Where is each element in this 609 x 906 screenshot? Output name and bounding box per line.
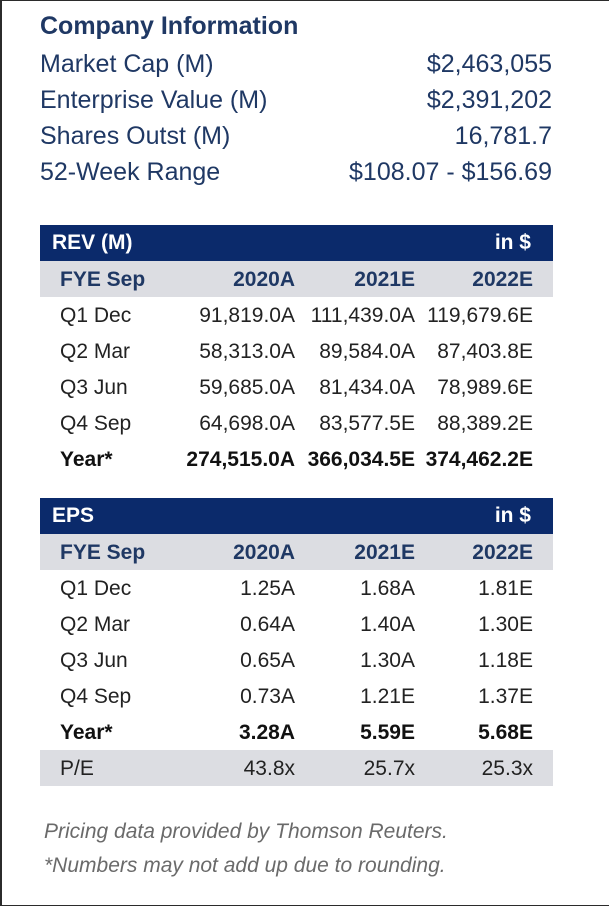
eps-table-unit: in $	[494, 504, 531, 527]
column-header: FYE Sep	[60, 268, 146, 291]
column-header: 2022E	[472, 541, 533, 564]
table-cell: 5.68E	[478, 721, 533, 744]
table-cell: 1.30A	[360, 649, 415, 672]
table-cell: 43.8x	[243, 757, 295, 780]
table-cell: 1.25A	[240, 577, 295, 600]
table-cell: 81,434.0A	[319, 376, 415, 399]
table-cell: 25.7x	[363, 757, 415, 780]
row-label: Q1 Dec	[60, 304, 132, 327]
table-row: Q4 Sep 64,698.0A 83,577.5E 88,389.2E	[40, 405, 553, 441]
table-row: Q1 Dec 91,819.0A 111,439.0A 119,679.6E	[40, 297, 553, 333]
info-row-market-cap: Market Cap (M) $2,463,055	[40, 50, 552, 86]
table-cell: 111,439.0A	[310, 304, 415, 327]
table-cell: 83,577.5E	[319, 412, 415, 435]
table-cell: 119,679.6E	[427, 304, 533, 327]
table-cell: 78,989.6E	[437, 376, 533, 399]
row-label: Q4 Sep	[60, 685, 132, 708]
table-cell: 91,819.0A	[199, 304, 295, 327]
table-cell: 87,403.8E	[437, 340, 533, 363]
table-row: Q1 Dec 1.25A 1.68A 1.81E	[40, 570, 553, 606]
column-header: 2021E	[354, 541, 415, 564]
table-row: Q4 Sep 0.73A 1.21E 1.37E	[40, 678, 553, 714]
table-row-year-total: Year* 274,515.0A 366,034.5E 374,462.2E	[40, 441, 553, 477]
footnote-rounding: *Numbers may not add up due to rounding.	[44, 854, 446, 877]
table-row-pe-ratio: P/E 43.8x 25.7x 25.3x	[40, 750, 553, 786]
row-label: Q3 Jun	[60, 649, 128, 672]
column-header: 2021E	[354, 268, 415, 291]
column-header: 2020A	[233, 541, 295, 564]
table-cell: 274,515.0A	[186, 448, 295, 471]
table-cell: 88,389.2E	[437, 412, 533, 435]
info-row-shares-outstanding: Shares Outst (M) 16,781.7	[40, 122, 552, 158]
info-value: $2,391,202	[426, 86, 552, 114]
table-cell: 5.59E	[360, 721, 415, 744]
row-label: Q2 Mar	[60, 340, 131, 363]
table-cell: 58,313.0A	[199, 340, 295, 363]
info-value: 16,781.7	[454, 122, 552, 150]
revenue-table-header: REV (M) in $	[40, 225, 553, 261]
table-cell: 25.3x	[481, 757, 533, 780]
revenue-table-title: REV (M)	[52, 231, 133, 254]
info-label: Enterprise Value (M)	[40, 86, 268, 114]
row-label: Year*	[60, 721, 113, 744]
table-cell: 1.40A	[360, 613, 415, 636]
row-label: Q3 Jun	[60, 376, 128, 399]
info-value: $108.07 - $156.69	[349, 158, 552, 186]
table-cell: 1.30E	[478, 613, 533, 636]
table-cell: 0.64A	[240, 613, 295, 636]
info-value: $2,463,055	[426, 50, 552, 78]
table-row: Q3 Jun 59,685.0A 81,434.0A 78,989.6E	[40, 369, 553, 405]
table-row-year-total: Year* 3.28A 5.59E 5.68E	[40, 714, 553, 750]
table-cell: 0.65A	[240, 649, 295, 672]
table-cell: 1.68A	[360, 577, 415, 600]
footnote-source: Pricing data provided by Thomson Reuters…	[44, 820, 448, 843]
info-label: Market Cap (M)	[40, 50, 214, 78]
row-label: Q2 Mar	[60, 613, 131, 636]
table-cell: 1.21E	[360, 685, 415, 708]
table-cell: 64,698.0A	[199, 412, 295, 435]
table-cell: 1.18E	[478, 649, 533, 672]
table-cell: 3.28A	[238, 721, 295, 744]
company-info-title: Company Information	[40, 12, 299, 40]
table-cell: 0.73A	[240, 685, 295, 708]
info-label: 52-Week Range	[40, 158, 221, 186]
revenue-table: REV (M) in $ FYE Sep 2020A 2021E 2022E Q…	[40, 225, 553, 477]
column-header: 2022E	[472, 268, 533, 291]
row-label: Q4 Sep	[60, 412, 132, 435]
column-header: 2020A	[233, 268, 295, 291]
table-cell: 1.81E	[478, 577, 533, 600]
table-row: Q3 Jun 0.65A 1.30A 1.18E	[40, 642, 553, 678]
table-cell: 59,685.0A	[199, 376, 295, 399]
row-label: Year*	[60, 448, 113, 471]
table-cell: 374,462.2E	[425, 448, 533, 471]
eps-table: EPS in $ FYE Sep 2020A 2021E 2022E Q1 De…	[40, 498, 553, 786]
row-label: Q1 Dec	[60, 577, 132, 600]
eps-table-header: EPS in $	[40, 498, 553, 534]
eps-column-headers: FYE Sep 2020A 2021E 2022E	[40, 534, 553, 570]
column-header: FYE Sep	[60, 541, 146, 564]
row-label: P/E	[60, 757, 94, 780]
eps-table-title: EPS	[52, 504, 95, 527]
info-row-enterprise-value: Enterprise Value (M) $2,391,202	[40, 86, 552, 122]
table-row: Q2 Mar 0.64A 1.40A 1.30E	[40, 606, 553, 642]
table-row: Q2 Mar 58,313.0A 89,584.0A 87,403.8E	[40, 333, 553, 369]
table-cell: 1.37E	[478, 685, 533, 708]
info-label: Shares Outst (M)	[40, 122, 231, 150]
table-cell: 89,584.0A	[319, 340, 415, 363]
info-row-52-week-range: 52-Week Range $108.07 - $156.69	[40, 158, 552, 194]
revenue-column-headers: FYE Sep 2020A 2021E 2022E	[40, 261, 553, 297]
revenue-table-unit: in $	[494, 231, 531, 254]
table-cell: 366,034.5E	[307, 448, 415, 471]
